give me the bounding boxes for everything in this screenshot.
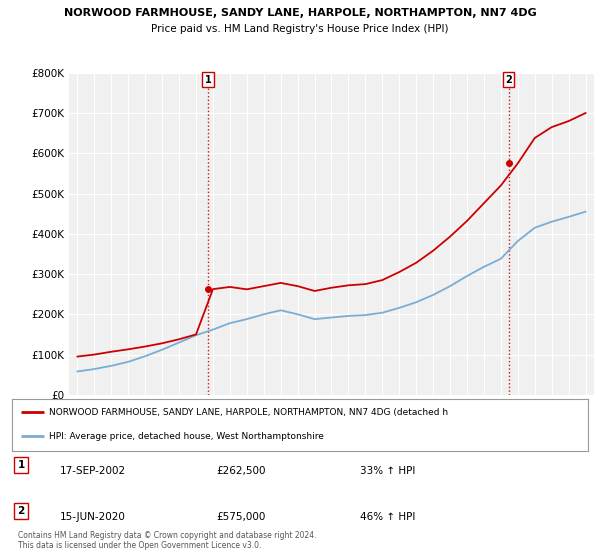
Text: 2: 2: [17, 506, 25, 516]
Text: 46% ↑ HPI: 46% ↑ HPI: [360, 512, 415, 522]
Text: 17-SEP-2002: 17-SEP-2002: [60, 466, 126, 476]
Text: Contains HM Land Registry data © Crown copyright and database right 2024.
This d: Contains HM Land Registry data © Crown c…: [18, 530, 317, 550]
Text: 2: 2: [505, 75, 512, 85]
Text: 33% ↑ HPI: 33% ↑ HPI: [360, 466, 415, 476]
Text: £575,000: £575,000: [216, 512, 265, 522]
Text: HPI: Average price, detached house, West Northamptonshire: HPI: Average price, detached house, West…: [49, 432, 325, 441]
Text: 15-JUN-2020: 15-JUN-2020: [60, 512, 126, 522]
Text: 1: 1: [17, 460, 25, 470]
Text: NORWOOD FARMHOUSE, SANDY LANE, HARPOLE, NORTHAMPTON, NN7 4DG (detached h: NORWOOD FARMHOUSE, SANDY LANE, HARPOLE, …: [49, 408, 449, 417]
Text: NORWOOD FARMHOUSE, SANDY LANE, HARPOLE, NORTHAMPTON, NN7 4DG: NORWOOD FARMHOUSE, SANDY LANE, HARPOLE, …: [64, 8, 536, 18]
Text: £262,500: £262,500: [216, 466, 265, 476]
Text: Price paid vs. HM Land Registry's House Price Index (HPI): Price paid vs. HM Land Registry's House …: [151, 24, 449, 34]
Text: 1: 1: [205, 75, 211, 85]
